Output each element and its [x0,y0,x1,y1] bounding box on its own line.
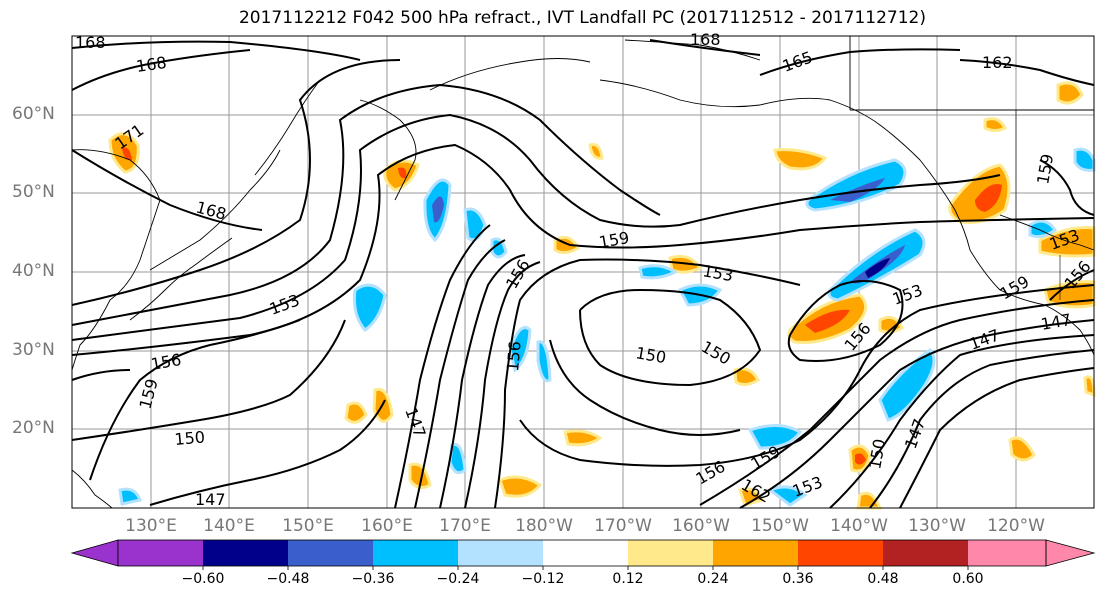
contour-label: 168 [690,30,721,49]
colorbar-segment [543,540,628,566]
lat-label: 50°N [12,182,55,202]
colorbar-tick-label: 0.12 [612,571,644,587]
colorbar-extend-min [70,539,119,567]
contour-label: 156 [503,340,525,372]
contour-label: 147 [195,490,226,509]
refractivity-contours [71,39,1095,509]
lon-label: 120°W [987,516,1045,536]
lon-label: 130°E [125,516,177,536]
ivt-shading [108,81,1096,510]
lon-label: 160°W [672,516,730,536]
lat-label: 30°N [12,340,55,360]
colorbar-segment [628,540,713,566]
shade-positive-region [108,81,1096,510]
lon-label: 180°W [515,516,573,536]
lon-label: 130°W [908,516,966,536]
colorbar-tick-label: 0.48 [867,571,899,587]
lat-label: 60°N [12,104,55,124]
lon-label: 160°E [361,516,413,536]
colorbar-tick-label: 0.60 [952,571,984,587]
map-title: 2017112212 F042 500 hPa refract., IVT La… [238,8,926,28]
lon-label: 170°E [439,516,491,536]
colorbar-outline [117,539,1047,567]
colorbar-segment [118,540,203,566]
colorbar-tick-label: 0.36 [782,571,814,587]
colorbar-segment [288,540,373,566]
colorbar-segment [713,540,798,566]
contour-label: 162 [982,53,1013,72]
colorbar-tick-label: −0.48 [266,571,310,587]
colorbar-segment [373,540,458,566]
lon-label: 170°W [594,516,652,536]
colorbar-segment [458,540,543,566]
colorbar-tick-label: −0.12 [521,571,565,587]
lon-label: 150°E [282,516,334,536]
contour-label: 168 [75,33,106,52]
colorbar-segment [203,540,288,566]
shade-negative-region [118,147,1096,507]
colorbar-tick-label: −0.24 [436,571,480,587]
colorbar-segment [798,540,883,566]
colorbar-segment [968,540,1046,566]
lon-label: 140°E [203,516,255,536]
colorbar [70,539,1096,570]
colorbar-segment [883,540,968,566]
contour-label: 168 [135,53,168,76]
lat-label: 20°N [12,418,55,438]
map-border [71,35,1095,509]
lat-label: 40°N [12,261,55,281]
colorbar-extend-max [1045,539,1096,567]
contour-label: 150 [174,427,206,449]
lon-label: 140°W [830,516,888,536]
colorbar-tick-label: −0.60 [181,571,225,587]
colorbar-tick-label: −0.36 [351,571,395,587]
lon-label: 150°W [751,516,809,536]
colorbar-tick-label: 0.24 [697,571,729,587]
